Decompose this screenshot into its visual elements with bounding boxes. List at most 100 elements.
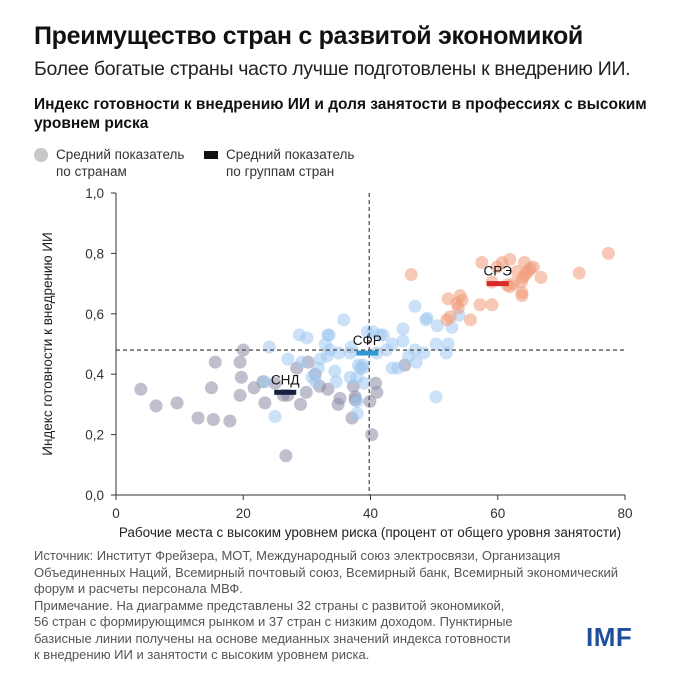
circle-icon [34, 148, 48, 162]
group-average-label: СРЭ [484, 264, 513, 279]
legend-label: Средний показатель [226, 147, 355, 162]
legend-item-country: Средний показатель по странам [34, 146, 184, 180]
group-average-marker [486, 281, 509, 287]
page-title: Преимущество стран с развитой экономикой [34, 22, 583, 50]
x-tick-label: 40 [363, 506, 378, 521]
data-point [572, 266, 586, 280]
source-note: Источник: Институт Фрейзера, МОТ, Междун… [34, 548, 618, 596]
data-point [404, 268, 418, 282]
data-point [429, 390, 443, 404]
data-point [440, 313, 454, 327]
imf-logo: IMF [586, 622, 633, 652]
data-point [328, 364, 342, 378]
data-point [206, 413, 220, 426]
group-average-marker [274, 389, 297, 395]
x-tick-label: 0 [112, 506, 120, 521]
data-point [396, 334, 410, 348]
data-point [379, 343, 393, 357]
data-point [309, 375, 323, 389]
data-point [294, 397, 308, 411]
data-point [356, 358, 370, 372]
data-point [365, 428, 379, 442]
chart-title: Индекс готовности к внедрению ИИ и доля … [34, 96, 647, 132]
data-point [262, 340, 276, 354]
data-point [268, 409, 282, 423]
data-point [350, 394, 364, 408]
data-point [503, 252, 517, 266]
data-point [134, 382, 148, 396]
data-point [475, 255, 489, 269]
y-tick-label: 1,0 [85, 186, 104, 201]
data-point [430, 319, 444, 333]
data-point [376, 328, 390, 342]
data-point [311, 361, 325, 375]
legend-label: Средний показатель [56, 147, 185, 162]
group-average-marker [356, 350, 379, 356]
data-point [268, 376, 282, 390]
data-point [601, 246, 615, 260]
square-icon [204, 151, 218, 159]
data-point [329, 375, 343, 389]
y-tick-label: 0,0 [85, 488, 104, 503]
data-point [357, 376, 371, 390]
group-average-label: СФР [353, 333, 382, 348]
data-point [234, 370, 248, 384]
data-point [233, 388, 247, 402]
data-point [429, 337, 443, 351]
series-2 [404, 246, 615, 327]
data-point [420, 311, 434, 325]
footnotes: Источник: Институт Фрейзера, МОТ, Междун… [34, 548, 634, 664]
data-point [402, 349, 416, 363]
data-point [363, 394, 377, 408]
data-point [337, 313, 351, 327]
data-point [223, 414, 237, 428]
data-point [295, 355, 309, 369]
data-point [391, 361, 405, 375]
x-tick-label: 20 [236, 506, 251, 521]
data-point [370, 385, 384, 399]
legend-label: по группам стран [226, 164, 335, 179]
data-point [170, 396, 184, 410]
data-point [149, 399, 163, 413]
data-point [473, 298, 487, 312]
data-point [441, 337, 455, 351]
y-tick-label: 0,8 [85, 246, 104, 261]
chart-note: Примечание. На диаграмме представлены 32… [34, 597, 513, 663]
x-axis-label: Рабочие места с высоким уровнем риска (п… [119, 525, 621, 540]
data-point [191, 411, 205, 425]
y-axis-label: Индекс готовности к внедрению ИИ [40, 232, 55, 456]
data-point [331, 397, 345, 411]
legend-label: по странам [56, 164, 127, 179]
y-tick-label: 0,2 [85, 428, 104, 443]
scatter-chart: СНД СФР СРЭ 0 20 40 60 80 0,0 0,2 0,4 0,6 0,8 1,0 Ра… [40, 186, 633, 540]
data-point [300, 331, 314, 345]
legend-item-group: Средний показатель по группам стран [204, 146, 354, 180]
data-point [343, 346, 357, 360]
data-point [233, 355, 247, 369]
data-point [258, 375, 272, 389]
series-1 [258, 299, 466, 423]
data-point [534, 271, 548, 285]
data-point [408, 299, 422, 313]
data-point [279, 449, 293, 463]
data-point [485, 298, 499, 312]
data-point [350, 406, 364, 420]
x-tick-label: 80 [617, 506, 632, 521]
data-point [332, 346, 346, 360]
data-point [515, 286, 529, 300]
data-point [510, 265, 524, 279]
data-point [204, 381, 218, 395]
data-point [281, 352, 295, 366]
y-tick-label: 0,6 [85, 307, 104, 322]
page-subtitle: Более богатые страны часто лучше подгото… [34, 58, 631, 80]
data-point [258, 396, 272, 410]
y-tick-label: 0,4 [85, 367, 104, 382]
data-point [455, 293, 469, 307]
data-point [299, 385, 313, 399]
x-tick-label: 60 [490, 506, 505, 521]
group-average-label: СНД [271, 372, 300, 387]
data-point [490, 260, 504, 274]
data-point [208, 355, 222, 369]
data-point [396, 322, 410, 336]
data-point [463, 313, 477, 327]
